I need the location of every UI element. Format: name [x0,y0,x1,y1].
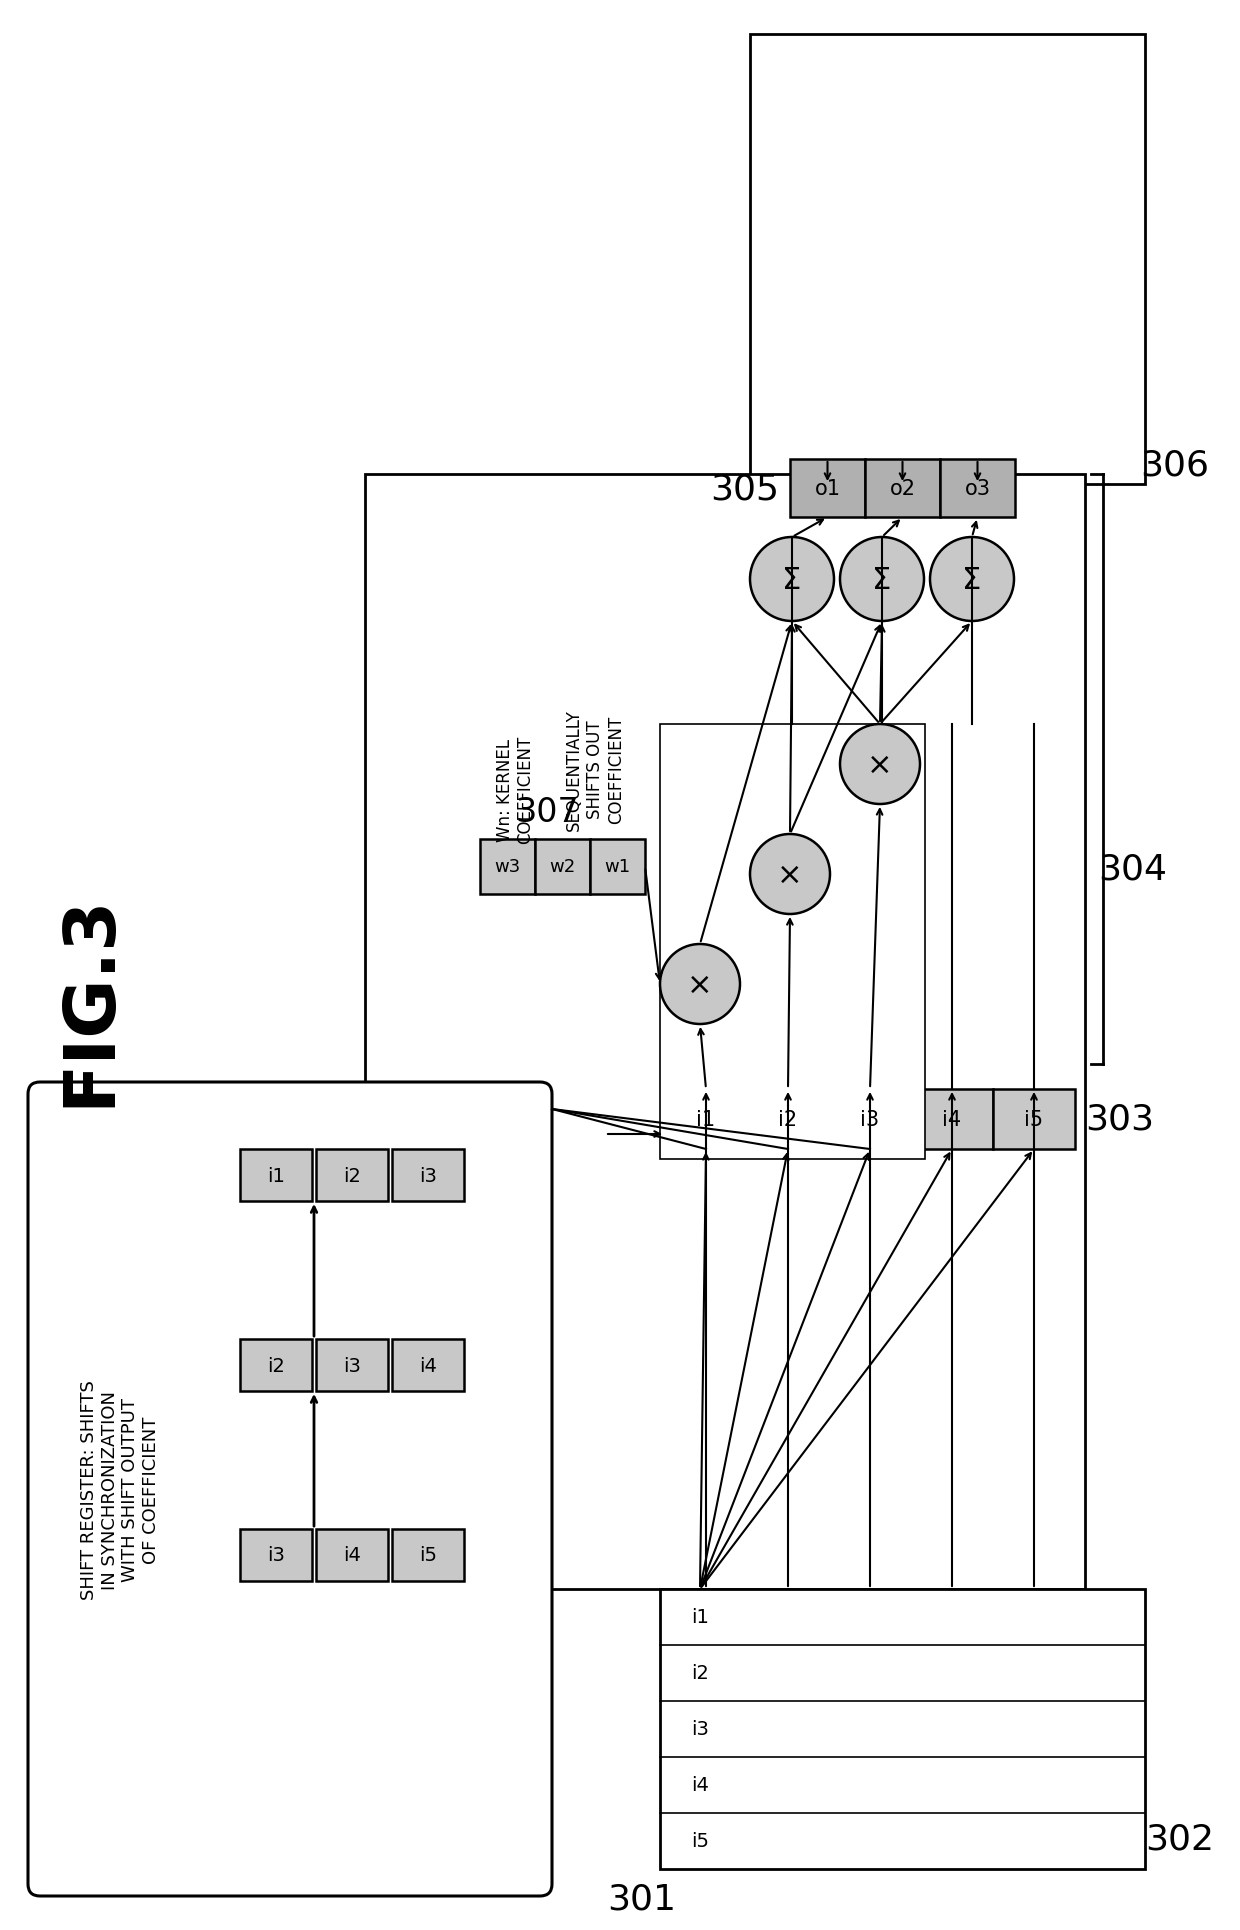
Text: 306: 306 [1141,448,1209,482]
Text: ×: × [777,861,802,890]
Bar [665,1089,746,1150]
Circle shape [839,538,924,621]
Text: ×: × [867,751,893,780]
Text: i3: i3 [419,1166,436,1185]
Text: i2: i2 [343,1166,361,1185]
Text: i4: i4 [343,1546,361,1565]
Circle shape [750,834,830,915]
Bar [660,724,925,1160]
Text: i3: i3 [691,1720,709,1739]
Bar [316,1339,388,1392]
Text: SEQUENTIALLY
SHIFTS OUT
COEFFICIENT: SEQUENTIALLY SHIFTS OUT COEFFICIENT [565,708,625,830]
Text: i2: i2 [779,1110,797,1129]
Text: w1: w1 [604,859,631,876]
Bar [316,1150,388,1200]
Text: i4: i4 [942,1110,961,1129]
Text: 307: 307 [516,795,579,828]
Text: i1: i1 [697,1110,715,1129]
Text: Wn: KERNEL
COEFFICIENT: Wn: KERNEL COEFFICIENT [496,735,534,843]
Text: i3: i3 [861,1110,879,1129]
Bar [241,1150,312,1200]
Bar [480,840,534,894]
Text: i5: i5 [1024,1110,1044,1129]
FancyBboxPatch shape [29,1083,552,1895]
Bar [241,1529,312,1581]
Circle shape [750,538,835,621]
Circle shape [839,724,920,805]
Text: i1: i1 [267,1166,285,1185]
Bar [911,1089,993,1150]
Text: o1: o1 [815,479,841,498]
Text: i5: i5 [691,1832,709,1851]
Bar [660,1588,1145,1868]
Bar [392,1339,464,1392]
Text: i1: i1 [691,1608,709,1627]
Text: i3: i3 [267,1546,285,1565]
Bar [316,1529,388,1581]
Text: 302: 302 [1146,1822,1214,1857]
Text: 305: 305 [711,471,780,506]
Bar [830,1089,911,1150]
Text: SHIFT REGISTER: SHIFTS
IN SYNCHRONIZATION
WITH SHIFT OUTPUT
OF COEFFICIENT: SHIFT REGISTER: SHIFTS IN SYNCHRONIZATIO… [79,1380,160,1600]
Bar [993,1089,1075,1150]
Bar [392,1150,464,1200]
Bar [940,459,1016,517]
Bar [866,459,940,517]
Text: 304: 304 [1099,853,1168,886]
Text: i2: i2 [267,1355,285,1374]
Text: i4: i4 [419,1355,436,1374]
Bar [241,1339,312,1392]
Text: i3: i3 [343,1355,361,1374]
Bar [534,840,590,894]
Text: Σ: Σ [962,565,982,594]
Circle shape [930,538,1014,621]
Bar [746,1089,830,1150]
Text: i5: i5 [419,1546,436,1565]
Text: Σ: Σ [782,565,802,594]
Bar [392,1529,464,1581]
Text: i4: i4 [691,1776,709,1795]
Text: w2: w2 [549,859,575,876]
Text: FIG.3: FIG.3 [56,894,124,1106]
Bar [790,459,866,517]
Bar [590,840,645,894]
Text: ×: × [687,971,713,1000]
Bar [365,475,1085,1588]
Circle shape [660,944,740,1025]
Text: o3: o3 [965,479,991,498]
Text: Σ: Σ [872,565,892,594]
Text: 303: 303 [1085,1102,1154,1137]
Text: o2: o2 [889,479,915,498]
Text: w3: w3 [495,859,521,876]
Text: i2: i2 [691,1664,709,1683]
Bar [750,35,1145,484]
Text: 301: 301 [608,1882,677,1916]
